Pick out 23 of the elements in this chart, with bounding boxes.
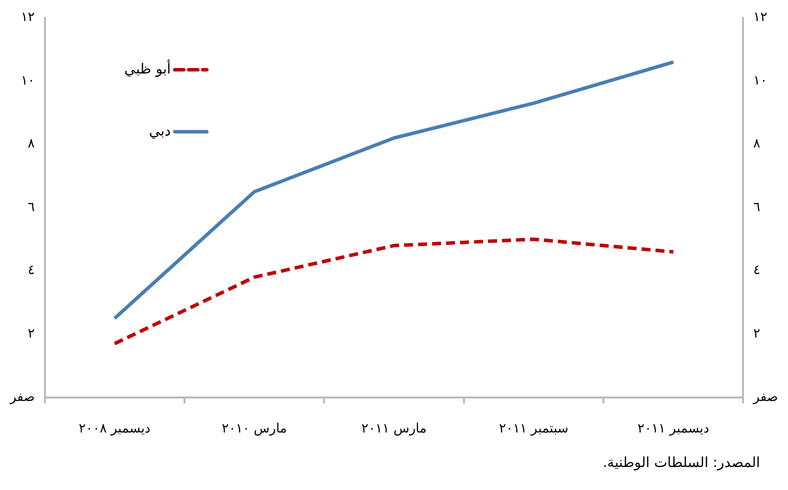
y-tick-label: ٤ xyxy=(28,263,35,278)
y2-tick-label: ٦ xyxy=(753,200,760,215)
y2-tick-label: صفر xyxy=(752,390,778,405)
y2-tick-label: ١٢ xyxy=(753,10,768,26)
x-tick-label: ديسمبر ٢٠١١ xyxy=(638,422,710,437)
y-tick-label: ٢ xyxy=(28,326,35,342)
line-series xyxy=(112,237,676,346)
x-tick-label: مارس ٢٠١٠ xyxy=(222,422,287,437)
y-tick-label: ٨ xyxy=(28,136,35,152)
y-tick-label: صفر xyxy=(8,390,35,405)
x-tick-label: ديسمبر ٢٠٠٨ xyxy=(78,422,151,437)
y2-tick-label: ٢ xyxy=(753,326,760,342)
y2-tick-label: ١٠ xyxy=(753,73,768,88)
y-tick-label: ١٠ xyxy=(20,73,35,88)
x-tick-label: سبتمبر ٢٠١١ xyxy=(498,422,568,437)
legend-label: أبو ظبي xyxy=(124,59,171,78)
y2-tick-label: ٨ xyxy=(753,136,760,152)
legend-label: دبي xyxy=(148,123,171,140)
text: المصدر: السلطات الوطنية. xyxy=(602,455,761,471)
y-tick-label: ٦ xyxy=(28,200,35,215)
y-tick-label: ١٢ xyxy=(20,10,35,26)
x-tick-label: مارس ٢٠١١ xyxy=(361,422,427,437)
y2-tick-label: ٤ xyxy=(753,263,760,278)
